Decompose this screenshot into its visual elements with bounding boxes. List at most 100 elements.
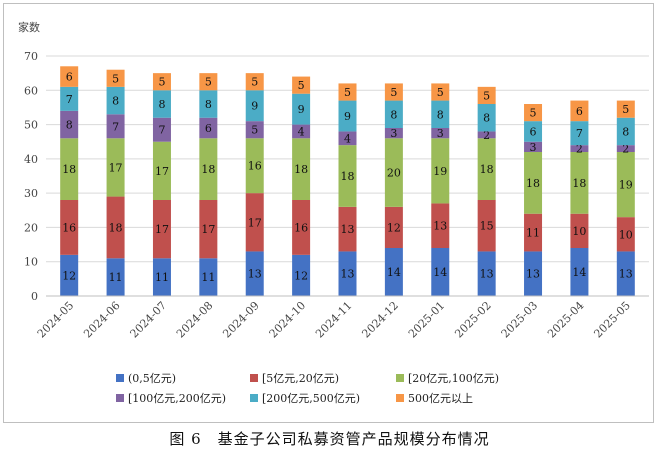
bar-segment bbox=[477, 251, 496, 296]
data-label: 4 bbox=[344, 132, 351, 145]
data-label: 17 bbox=[155, 165, 169, 178]
data-label: 12 bbox=[294, 269, 308, 282]
legend-swatch bbox=[250, 394, 258, 402]
bar-segment bbox=[106, 114, 125, 139]
data-label: 18 bbox=[526, 177, 540, 190]
bar-segment bbox=[570, 152, 589, 214]
data-label: 6 bbox=[576, 105, 583, 118]
bar-segment bbox=[616, 251, 635, 296]
bar-segment bbox=[524, 104, 543, 122]
bar-segment bbox=[384, 248, 403, 296]
data-label: 18 bbox=[294, 163, 308, 176]
bar-segment bbox=[292, 254, 311, 296]
figure-caption: 图 6 基金子公司私募资管产品规模分布情况 bbox=[169, 430, 490, 448]
data-label: 17 bbox=[155, 223, 169, 236]
data-label: 8 bbox=[622, 125, 629, 138]
data-label: 13 bbox=[526, 268, 540, 281]
bar-segment bbox=[524, 213, 543, 252]
data-label: 16 bbox=[248, 160, 262, 173]
bar-segment bbox=[570, 100, 589, 122]
legend-swatch bbox=[396, 394, 404, 402]
legend-swatch bbox=[250, 374, 258, 382]
data-label: 5 bbox=[251, 76, 258, 89]
bar-segment bbox=[524, 141, 543, 152]
bar-stack-2024-06: 11 18 17 7 8 5 bbox=[106, 69, 125, 296]
bar-stack-2024-12: 14 12 20 3 8 5 bbox=[384, 83, 403, 296]
bar-segment bbox=[106, 196, 125, 259]
data-label: 18 bbox=[109, 221, 123, 234]
data-label: 9 bbox=[251, 100, 258, 113]
data-label: 5 bbox=[205, 76, 212, 89]
data-label: 18 bbox=[341, 170, 355, 183]
data-label: 13 bbox=[619, 268, 633, 281]
data-label: 14 bbox=[433, 266, 447, 279]
bar-segment bbox=[292, 93, 311, 125]
bar-segment bbox=[616, 217, 635, 252]
bar-segment bbox=[477, 200, 496, 252]
data-label: 13 bbox=[433, 220, 447, 233]
data-label: 13 bbox=[341, 268, 355, 281]
legend: (0,5亿元) [5亿元,20亿元) [20亿元,100亿元) [100亿元,200亿… bbox=[116, 372, 499, 405]
bar-segment bbox=[292, 200, 311, 255]
bar-segment bbox=[384, 100, 403, 128]
data-label: 13 bbox=[248, 268, 262, 281]
bar-segment bbox=[384, 128, 403, 139]
data-label: 5 bbox=[530, 107, 537, 120]
bar-segment bbox=[431, 248, 450, 296]
data-label: 11 bbox=[109, 271, 123, 284]
data-label: 2 bbox=[483, 129, 490, 142]
data-label: 6 bbox=[530, 125, 537, 138]
bar-segment bbox=[338, 251, 357, 296]
data-label: 10 bbox=[619, 228, 633, 241]
data-label: 8 bbox=[112, 95, 119, 108]
legend-item: 500亿元以上 bbox=[396, 392, 473, 405]
data-label: 9 bbox=[298, 103, 305, 116]
data-label: 14 bbox=[387, 266, 401, 279]
data-label: 5 bbox=[622, 103, 629, 116]
data-label: 14 bbox=[572, 266, 586, 279]
data-label: 19 bbox=[433, 165, 447, 178]
bar-segment bbox=[199, 73, 218, 91]
bar-segment bbox=[338, 83, 357, 101]
data-label: 5 bbox=[437, 86, 444, 99]
bar-segment bbox=[338, 100, 357, 132]
legend-item: [20亿元,100亿元) bbox=[396, 372, 499, 385]
y-tick-label: 40 bbox=[24, 153, 38, 166]
bar-segment bbox=[524, 152, 543, 214]
bar-segment bbox=[199, 117, 218, 139]
x-tick-label: 2025-03 bbox=[499, 299, 541, 341]
data-label: 8 bbox=[390, 108, 397, 121]
bar-segment bbox=[292, 138, 311, 200]
bar-segment bbox=[152, 117, 171, 142]
chart-frame: 0 10 20 30 40 50 60 70 家数 12 16 18 8 7 6 11 18 17 7 8 5 11 1… bbox=[3, 3, 654, 423]
bar-segment bbox=[431, 128, 450, 139]
data-label: 7 bbox=[66, 93, 73, 106]
bar-segment bbox=[477, 86, 496, 104]
bar-stack-2024-10: 12 16 18 4 9 5 bbox=[292, 76, 311, 296]
y-tick-label: 10 bbox=[24, 256, 38, 269]
data-label: 17 bbox=[109, 161, 123, 174]
data-label: 15 bbox=[480, 220, 494, 233]
bar-segment bbox=[616, 145, 635, 152]
y-tick-label: 20 bbox=[24, 221, 38, 234]
bar-segment bbox=[152, 141, 171, 200]
y-tick-label: 70 bbox=[24, 50, 38, 63]
bar-segment bbox=[199, 138, 218, 200]
data-label: 2 bbox=[622, 143, 629, 156]
bar-segment bbox=[152, 90, 171, 118]
data-label: 8 bbox=[158, 98, 165, 111]
bar-segment bbox=[570, 248, 589, 296]
bar-segment bbox=[245, 251, 264, 296]
data-label: 12 bbox=[387, 221, 401, 234]
data-label: 3 bbox=[437, 127, 444, 140]
data-label: 16 bbox=[62, 221, 76, 234]
bar-segment bbox=[338, 206, 357, 252]
bar-segment bbox=[477, 131, 496, 139]
bar-stack-2025-02: 13 15 18 2 8 5 bbox=[477, 86, 496, 296]
bar-segment bbox=[431, 83, 450, 101]
data-label: 19 bbox=[619, 179, 633, 192]
data-label: 8 bbox=[483, 112, 490, 125]
legend-label: [200亿元,500亿元) bbox=[262, 392, 360, 405]
legend-swatch bbox=[116, 394, 124, 402]
